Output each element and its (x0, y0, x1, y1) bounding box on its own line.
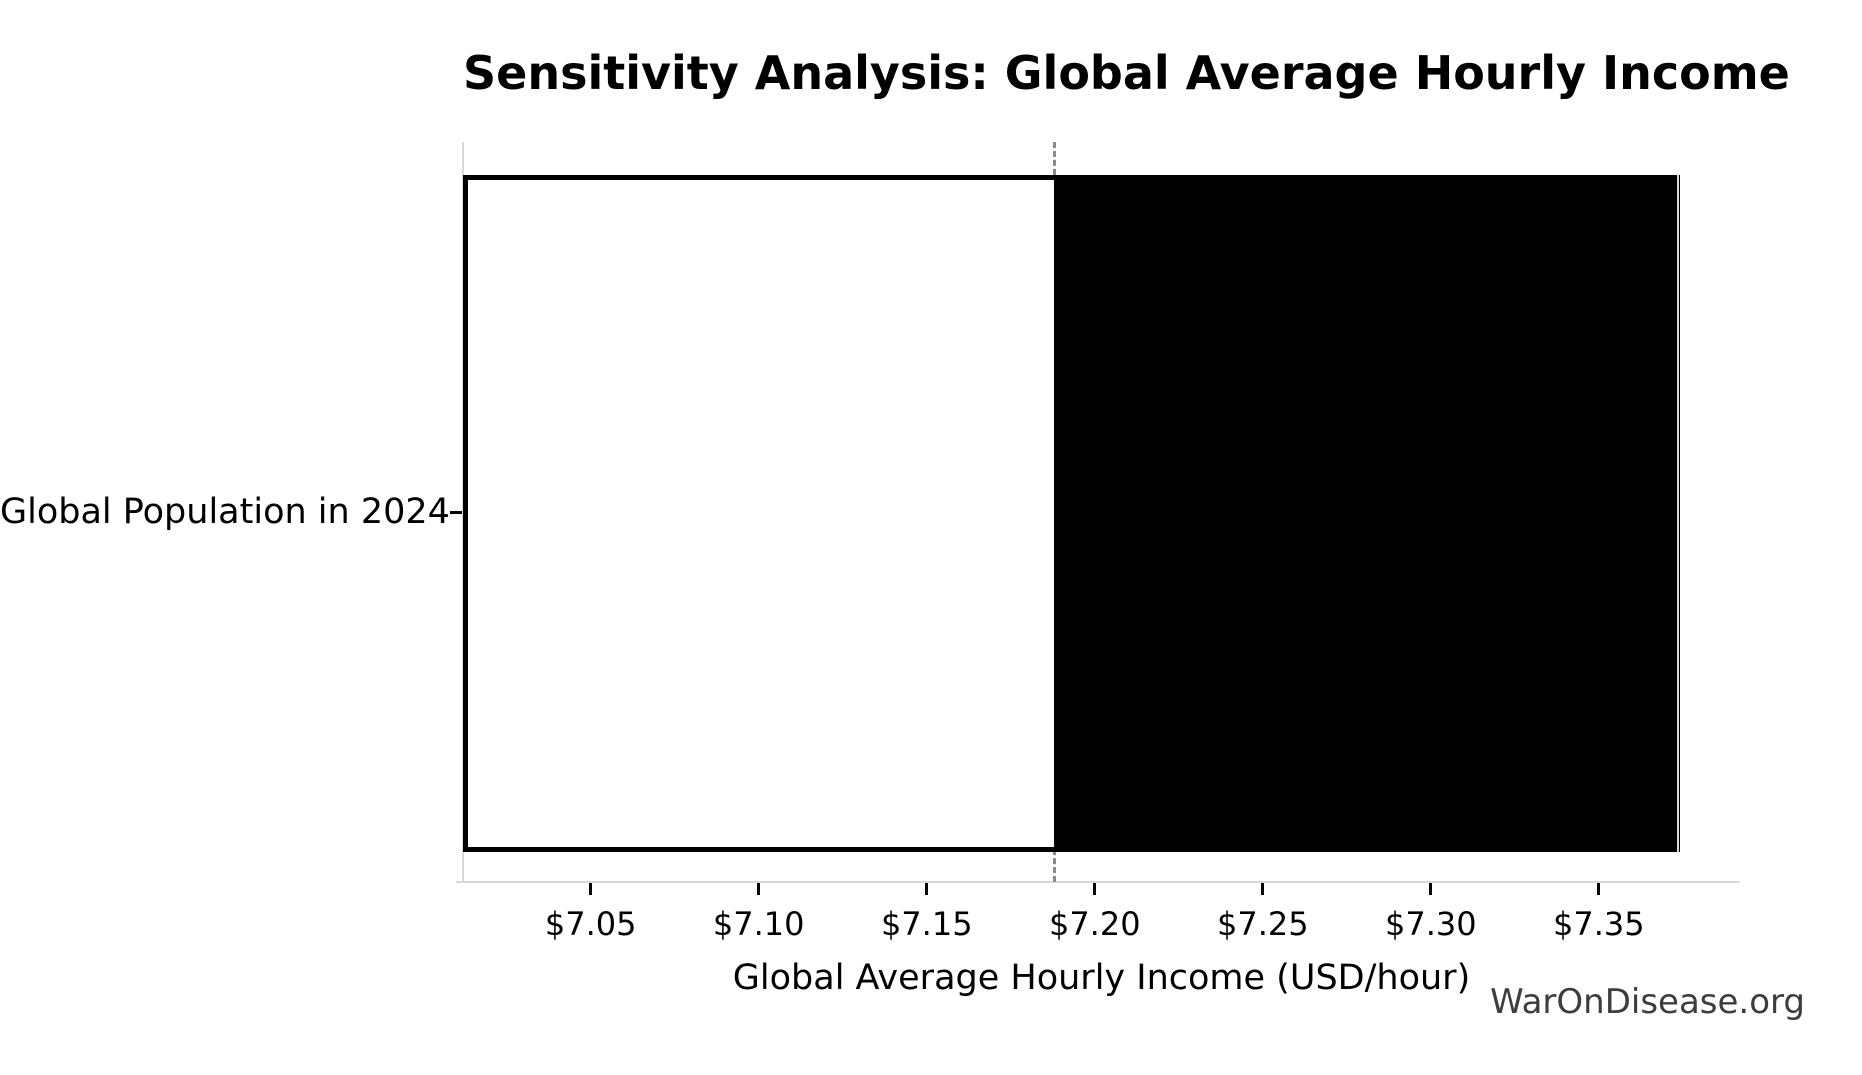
x-tick-mark (925, 883, 929, 895)
watermark-text: WarOnDisease.org (1490, 982, 1805, 1022)
x-tick-mark (1429, 883, 1433, 895)
x-tick-label: $7.10 (712, 905, 805, 943)
x-axis-spine (456, 881, 1740, 883)
x-tick-label: $7.30 (1385, 905, 1477, 943)
x-tick-label: $7.15 (880, 905, 973, 943)
x-tick-mark (1261, 883, 1265, 895)
x-tick-label: $7.35 (1553, 905, 1645, 943)
x-tick-mark (1093, 883, 1097, 895)
y-tick-mark (450, 511, 462, 514)
x-tick-label: $7.20 (1048, 905, 1141, 943)
x-tick-label: $7.05 (544, 905, 637, 943)
y-tick-label: Global Population in 2024 (0, 492, 450, 532)
chart-title: Sensitivity Analysis: Global Average Hou… (463, 46, 1790, 100)
bar-segment-above-baseline (1054, 175, 1680, 852)
x-tick-mark (1597, 883, 1601, 895)
x-tick-mark (589, 883, 593, 895)
x-axis-label: Global Average Hourly Income (USD/hour) (732, 958, 1471, 998)
x-tick-label: $7.25 (1216, 905, 1309, 943)
x-tick-mark (757, 883, 761, 895)
